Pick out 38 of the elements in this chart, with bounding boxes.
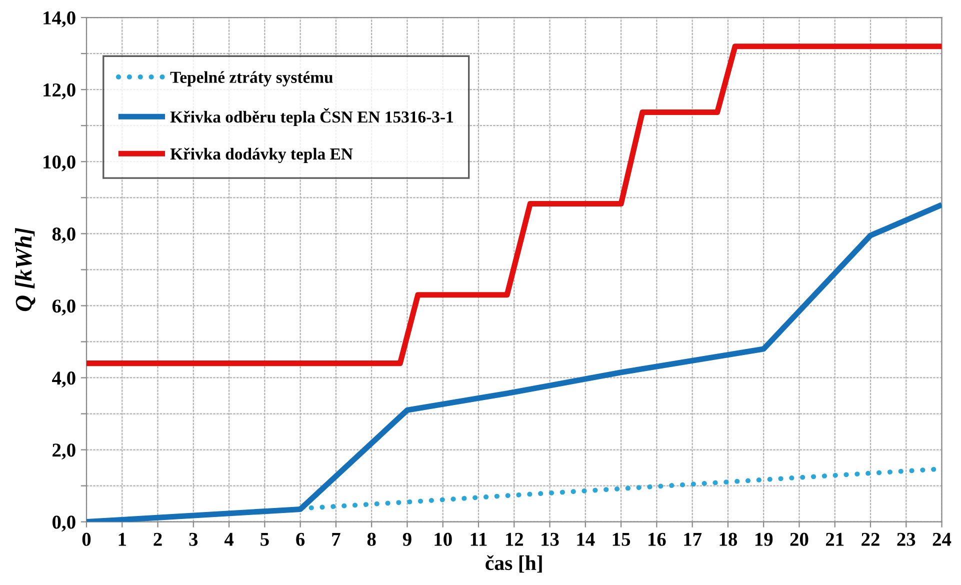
x-tick-label: 22: [862, 532, 880, 546]
x-tick-label: 9: [402, 532, 412, 546]
y-tick-label: 6,0: [52, 300, 76, 316]
y-tick-label: 8,0: [52, 227, 76, 244]
x-tick-label: 21: [826, 532, 844, 546]
x-tick-label: 19: [755, 532, 773, 546]
x-tick-label: 0: [82, 532, 91, 546]
x-tick-label: 4: [224, 532, 234, 546]
y-tick-label: 4,0: [52, 372, 76, 388]
y-axis-title: Q [kWh]: [15, 228, 36, 312]
x-tick-label: 11: [470, 532, 487, 546]
x-tick-label: 1: [118, 532, 126, 546]
x-tick-label: 18: [720, 532, 738, 546]
y-tick-label: 10,0: [44, 155, 76, 172]
legend-label: Křivka odběru tepla ČSN EN 15316-3-1: [170, 108, 453, 126]
y-tick-label: 2,0: [52, 444, 76, 460]
x-tick-label: 7: [332, 532, 340, 546]
x-axis-title: čas [h]: [486, 555, 542, 573]
x-tick-label: 14: [577, 532, 595, 546]
x-tick-label: 15: [612, 532, 630, 546]
x-tick-label: 5: [260, 532, 269, 546]
x-tick-label: 10: [434, 532, 452, 546]
legend-label: Tepelné ztráty systému: [170, 71, 333, 86]
y-tick-label: 14,0: [44, 11, 76, 28]
x-tick-label: 3: [189, 532, 198, 546]
x-tick-label: 20: [790, 532, 808, 546]
x-tick-label: 24: [932, 532, 952, 546]
x-tick-label: 8: [367, 532, 376, 546]
x-tick-label: 23: [897, 532, 916, 546]
y-tick-label: 12,0: [44, 83, 76, 100]
x-tick-label: 17: [684, 532, 702, 546]
x-tick-label: 13: [542, 532, 559, 546]
x-tick-label: 16: [648, 532, 666, 546]
legend-label: Křivka dodávky tepla EN: [170, 148, 353, 164]
y-tick-label: 0,0: [52, 516, 76, 532]
x-tick-label: 2: [154, 532, 162, 546]
x-tick-label: 6: [296, 532, 305, 546]
x-tick-label: 12: [506, 532, 524, 546]
